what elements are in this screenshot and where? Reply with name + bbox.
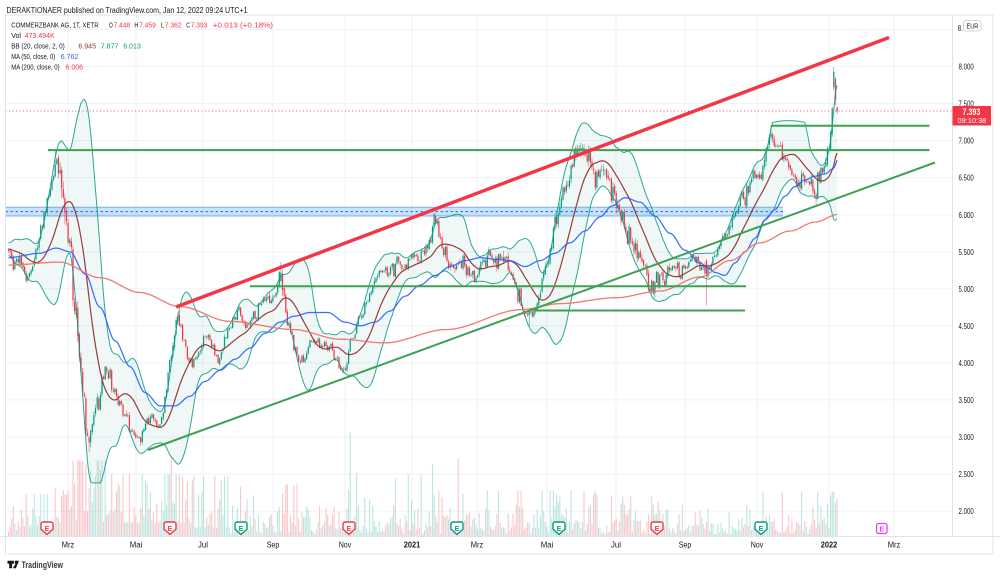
svg-text:C: C xyxy=(186,21,190,30)
svg-text:E: E xyxy=(759,526,764,533)
svg-text:2.500: 2.500 xyxy=(959,469,974,479)
svg-text:7.459: 7.459 xyxy=(139,21,156,30)
svg-text:7.393: 7.393 xyxy=(191,21,208,30)
svg-text:8.000: 8.000 xyxy=(959,62,974,72)
svg-text:Nov: Nov xyxy=(339,540,352,550)
svg-text:DERAKTIONAER published on Trad: DERAKTIONAER published on TradingView.co… xyxy=(7,6,248,15)
svg-text:Vol: Vol xyxy=(11,31,21,40)
svg-text:6.000: 6.000 xyxy=(959,210,974,220)
svg-text:Jul: Jul xyxy=(198,540,208,550)
svg-text:5.500: 5.500 xyxy=(959,247,974,257)
svg-text:4.000: 4.000 xyxy=(959,358,974,368)
svg-text:6.006: 6.006 xyxy=(66,63,84,72)
svg-text:TradingView: TradingView xyxy=(22,560,64,570)
svg-text:MA (50, close, 0): MA (50, close, 0) xyxy=(11,52,55,61)
svg-text:Mai: Mai xyxy=(541,540,554,550)
svg-text:H: H xyxy=(134,21,138,30)
svg-text:Sep: Sep xyxy=(267,540,280,550)
svg-text:6.500: 6.500 xyxy=(959,173,974,183)
svg-text:Nov: Nov xyxy=(751,540,764,550)
svg-text:7.000: 7.000 xyxy=(959,136,974,146)
svg-text:2022: 2022 xyxy=(821,540,838,550)
svg-text:7.362: 7.362 xyxy=(165,21,182,30)
svg-text:473.494K: 473.494K xyxy=(25,31,55,40)
svg-text:3.000: 3.000 xyxy=(959,432,974,442)
svg-text:6.013: 6.013 xyxy=(123,42,141,51)
svg-text:Mrz: Mrz xyxy=(471,540,484,550)
svg-text:5.000: 5.000 xyxy=(959,284,974,294)
svg-text:Mai: Mai xyxy=(130,540,143,550)
svg-text:7.393: 7.393 xyxy=(963,107,981,117)
svg-text:BB (20, close, 2, 0): BB (20, close, 2, 0) xyxy=(11,42,65,51)
svg-text:E: E xyxy=(557,526,562,533)
svg-text:L: L xyxy=(161,21,164,30)
svg-text:Mrz: Mrz xyxy=(888,540,901,550)
svg-text:8.: 8. xyxy=(958,23,963,33)
svg-text:MA (200, close, 0): MA (200, close, 0) xyxy=(11,63,59,72)
svg-text:3.500: 3.500 xyxy=(959,395,974,405)
svg-text:+0.013 (+0.18%): +0.013 (+0.18%) xyxy=(213,21,273,30)
svg-text:COMMERZBANK AG, 1T, XETR: COMMERZBANK AG, 1T, XETR xyxy=(11,21,98,30)
svg-text:7.877: 7.877 xyxy=(101,42,119,51)
svg-text:E: E xyxy=(655,526,660,533)
svg-text:E: E xyxy=(239,526,244,533)
svg-text:E: E xyxy=(45,526,50,533)
svg-text:Mrz: Mrz xyxy=(62,540,75,550)
svg-text:09:10:38: 09:10:38 xyxy=(958,116,987,125)
svg-text:E: E xyxy=(879,526,884,533)
svg-text:Jul: Jul xyxy=(611,540,621,550)
svg-text:7.500: 7.500 xyxy=(959,99,974,109)
svg-text:Sep: Sep xyxy=(679,540,692,550)
svg-text:2.000: 2.000 xyxy=(959,506,974,516)
svg-text:EUR: EUR xyxy=(967,24,979,31)
svg-text:E: E xyxy=(347,526,352,533)
svg-text:O: O xyxy=(109,21,113,30)
svg-text:7.448: 7.448 xyxy=(114,21,131,30)
svg-text:E: E xyxy=(455,526,460,533)
svg-text:2021: 2021 xyxy=(404,540,421,550)
svg-text:6.945: 6.945 xyxy=(78,42,96,51)
svg-text:E: E xyxy=(168,526,173,533)
svg-text:4.500: 4.500 xyxy=(959,321,974,331)
svg-text:6.762: 6.762 xyxy=(61,52,79,61)
